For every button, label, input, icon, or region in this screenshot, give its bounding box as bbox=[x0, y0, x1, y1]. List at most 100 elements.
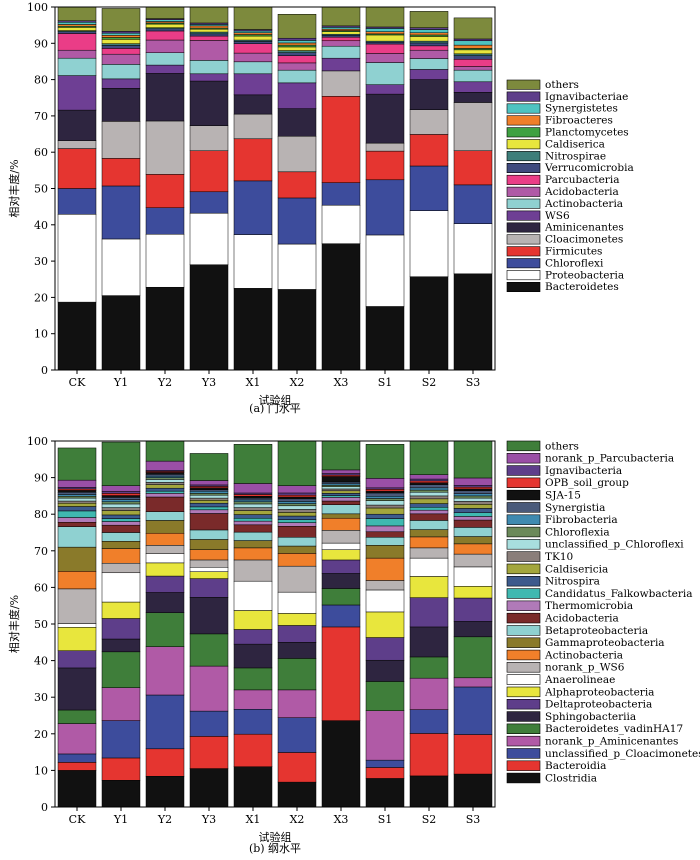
bar-segment bbox=[101, 31, 141, 34]
bar-segment bbox=[57, 490, 97, 493]
bar-segment bbox=[321, 490, 361, 494]
legend-swatch bbox=[506, 748, 541, 759]
x-tick-label: X2 bbox=[290, 376, 305, 389]
bar-segment bbox=[409, 597, 449, 628]
bar-segment bbox=[233, 733, 273, 767]
bar-segment bbox=[277, 492, 317, 496]
y-tick-label: 0 bbox=[41, 364, 48, 377]
bar-segment bbox=[277, 515, 317, 520]
bar-segment bbox=[365, 28, 405, 32]
bar-segment bbox=[57, 447, 97, 481]
bar-segment bbox=[453, 686, 493, 735]
bar-segment bbox=[101, 507, 141, 511]
bar-segment bbox=[365, 531, 405, 538]
bar-segment bbox=[365, 767, 405, 779]
bar-segment bbox=[409, 507, 449, 511]
legend-label: Firmicutes bbox=[545, 246, 602, 258]
bar-segment bbox=[189, 6, 229, 24]
bar-segment bbox=[145, 487, 185, 492]
bar-segment bbox=[365, 53, 405, 63]
bar-segment bbox=[453, 597, 493, 622]
bar-segment bbox=[189, 549, 229, 561]
bar-segment bbox=[101, 562, 141, 574]
bar-segment bbox=[321, 488, 361, 492]
bar-segment bbox=[233, 30, 273, 34]
y-tick-label: 90 bbox=[34, 37, 48, 50]
legend-swatch bbox=[506, 612, 541, 624]
legend-swatch bbox=[506, 246, 541, 257]
bar-segment bbox=[189, 513, 229, 531]
y-tick-label: 60 bbox=[34, 581, 48, 594]
figure-caption: (a) 门水平 bbox=[249, 401, 301, 415]
bar-segment bbox=[189, 506, 229, 511]
bar-segment bbox=[321, 500, 361, 505]
bar-segment bbox=[365, 778, 405, 808]
legend-label: TK10 bbox=[545, 551, 573, 563]
legend-label: Synergistia bbox=[545, 502, 605, 514]
bar-segment bbox=[321, 6, 361, 27]
bar-segment bbox=[233, 52, 273, 63]
bar-segment bbox=[321, 243, 361, 371]
bar-segment bbox=[365, 525, 405, 533]
legend-label: Planctomycetes bbox=[545, 127, 629, 139]
bar-segment bbox=[277, 522, 317, 527]
bar-segment bbox=[453, 55, 493, 60]
bar-segment bbox=[277, 197, 317, 245]
chart-phylum-level: CK Y1 Y2 Y3 X1 X2 X3 S1 S2 S3 0 10 20 30 40 50 60 70 80 90 1… bbox=[7, 1, 634, 415]
bar-segment bbox=[145, 19, 185, 22]
bar-segment bbox=[453, 92, 493, 103]
bar-segment bbox=[365, 84, 405, 95]
x-tick-label: Y2 bbox=[157, 813, 172, 826]
bar-segment bbox=[409, 677, 449, 710]
y-tick-label: 30 bbox=[34, 691, 48, 704]
bar-segment bbox=[453, 490, 493, 494]
bar-segment bbox=[101, 8, 141, 32]
bar-segment bbox=[277, 485, 317, 494]
bar-segment bbox=[277, 509, 317, 513]
legend-label: Anaerolineae bbox=[544, 674, 615, 686]
bar-segment bbox=[101, 572, 141, 603]
bar-segment bbox=[277, 440, 317, 486]
legend-swatch bbox=[506, 575, 541, 587]
legend-label: Acidobacteria bbox=[544, 186, 619, 198]
bar-segment bbox=[321, 204, 361, 244]
bar-segment bbox=[409, 498, 449, 504]
legend-swatch bbox=[506, 600, 541, 612]
bar-segment bbox=[101, 541, 141, 549]
bar-segment bbox=[145, 233, 185, 288]
bar-segment bbox=[365, 6, 405, 28]
bar-segment bbox=[189, 80, 229, 126]
bar-segment bbox=[189, 559, 229, 568]
bar-segment bbox=[189, 490, 229, 494]
bar-segment bbox=[145, 286, 185, 371]
bar-segment bbox=[233, 288, 273, 371]
y-tick-label: 50 bbox=[34, 618, 48, 631]
bar-segment bbox=[145, 174, 185, 208]
bar-segment bbox=[365, 710, 405, 761]
bar-segment bbox=[365, 43, 405, 54]
legend-swatch bbox=[506, 674, 541, 685]
bar-segment bbox=[57, 148, 97, 189]
legend-label: norank_p_Aminicenantes bbox=[545, 736, 678, 748]
bar-segment bbox=[233, 43, 273, 54]
bar-segment bbox=[101, 720, 141, 759]
legend-swatch bbox=[506, 686, 541, 698]
bar-segment bbox=[189, 493, 229, 496]
bar-segment bbox=[101, 491, 141, 494]
bar-segment bbox=[145, 532, 185, 546]
bar-segment bbox=[277, 46, 317, 51]
bar-segment bbox=[57, 753, 97, 763]
legend-swatch bbox=[506, 79, 541, 90]
bar-segment bbox=[145, 474, 185, 477]
bar-segment bbox=[453, 586, 493, 599]
bar-segment bbox=[189, 487, 229, 490]
bar-segment bbox=[145, 477, 185, 480]
bar-segment bbox=[409, 709, 449, 734]
bar-segment bbox=[233, 507, 273, 511]
bar-segment bbox=[365, 444, 405, 479]
legend-label: Parcubacteria bbox=[545, 174, 619, 186]
bar-segment bbox=[233, 494, 273, 497]
bar-segment bbox=[453, 40, 493, 46]
legend-label: SJA-15 bbox=[545, 490, 581, 502]
legend-label: WS6 bbox=[545, 210, 570, 222]
